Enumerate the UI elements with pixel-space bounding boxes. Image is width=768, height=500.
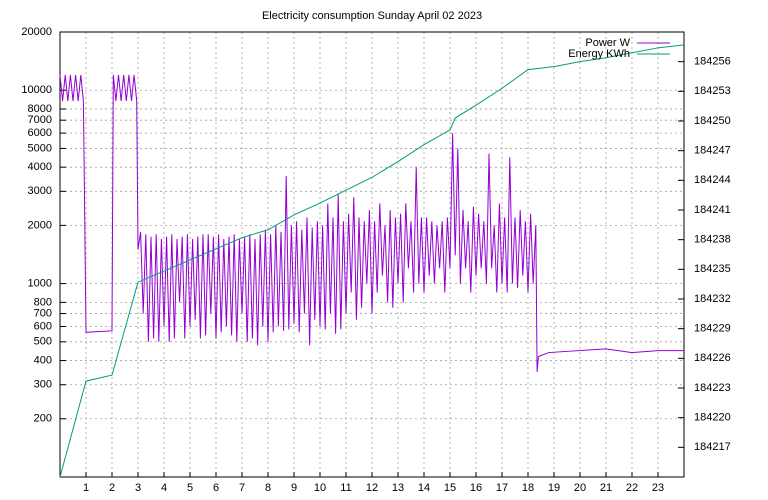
y2-tick-label: 184232: [694, 293, 731, 305]
x-tick-label: 18: [522, 482, 534, 494]
x-tick-label: 16: [470, 482, 482, 494]
plot-border: [59, 31, 685, 478]
y2-tick-label: 184238: [694, 234, 731, 246]
x-tick-label: 15: [444, 482, 456, 494]
y-tick-label: 500: [34, 336, 52, 348]
y2-tick-label: 184217: [694, 441, 731, 453]
x-tick-label: 9: [291, 482, 297, 494]
y-tick-label: 1000: [28, 278, 52, 290]
x-tick-label: 1: [83, 482, 89, 494]
y-tick-label: 2000: [28, 219, 52, 231]
y-tick-label: 5000: [28, 142, 52, 154]
x-tick-label: 5: [187, 482, 193, 494]
y2-tick-label: 184229: [694, 323, 731, 335]
y-tick-label: 300: [34, 379, 52, 391]
y-tick-label: 6000: [28, 127, 52, 139]
y-tick-label: 10000: [21, 84, 52, 96]
chart-title: Electricity consumption Sunday April 02 …: [262, 10, 482, 22]
x-tick-label: 2: [109, 482, 115, 494]
x-tick-label: 13: [392, 482, 404, 494]
y-tick-label: 8000: [28, 103, 52, 115]
x-tick-label: 23: [652, 482, 664, 494]
y-tick-label: 700: [34, 307, 52, 319]
y-tick-label: 200: [34, 413, 52, 425]
y-tick-label: 4000: [28, 161, 52, 173]
y2-tick-label: 184250: [694, 115, 731, 127]
x-tick-label: 3: [135, 482, 141, 494]
y2-tick-label: 184226: [694, 352, 731, 364]
y-tick-label: 400: [34, 354, 52, 366]
y-tick-label: 600: [34, 320, 52, 332]
y2-tick-label: 184223: [694, 382, 731, 394]
x-tick-label: 12: [366, 482, 378, 494]
x-tick-label: 19: [548, 482, 560, 494]
x-tick-label: 6: [213, 482, 219, 494]
x-tick-label: 17: [496, 482, 508, 494]
x-tick-label: 20: [574, 482, 586, 494]
x-tick-label: 21: [600, 482, 612, 494]
y2-tick-label: 184220: [694, 412, 731, 424]
x-tick-label: 4: [161, 482, 167, 494]
y-tick-label: 20000: [21, 26, 52, 38]
y2-tick-label: 184244: [694, 174, 731, 186]
series-line: [59, 74, 684, 372]
legend-label: Power W: [585, 37, 630, 49]
y2-tick-label: 184247: [694, 145, 731, 157]
x-tick-label: 8: [265, 482, 271, 494]
y-tick-label: 800: [34, 296, 52, 308]
legend-label: Energy KWh: [568, 48, 630, 60]
y2-tick-label: 184241: [694, 204, 731, 216]
y-tick-label: 3000: [28, 185, 52, 197]
x-tick-label: 22: [626, 482, 638, 494]
y-tick-label: 7000: [28, 114, 52, 126]
x-tick-label: 11: [340, 482, 351, 494]
y2-tick-label: 184256: [694, 56, 731, 68]
x-tick-label: 14: [418, 482, 430, 494]
x-tick-label: 10: [314, 482, 326, 494]
y2-tick-label: 184235: [694, 263, 731, 275]
x-tick-label: 7: [239, 482, 245, 494]
series-line: [59, 44, 685, 478]
y2-tick-label: 184253: [694, 85, 731, 97]
